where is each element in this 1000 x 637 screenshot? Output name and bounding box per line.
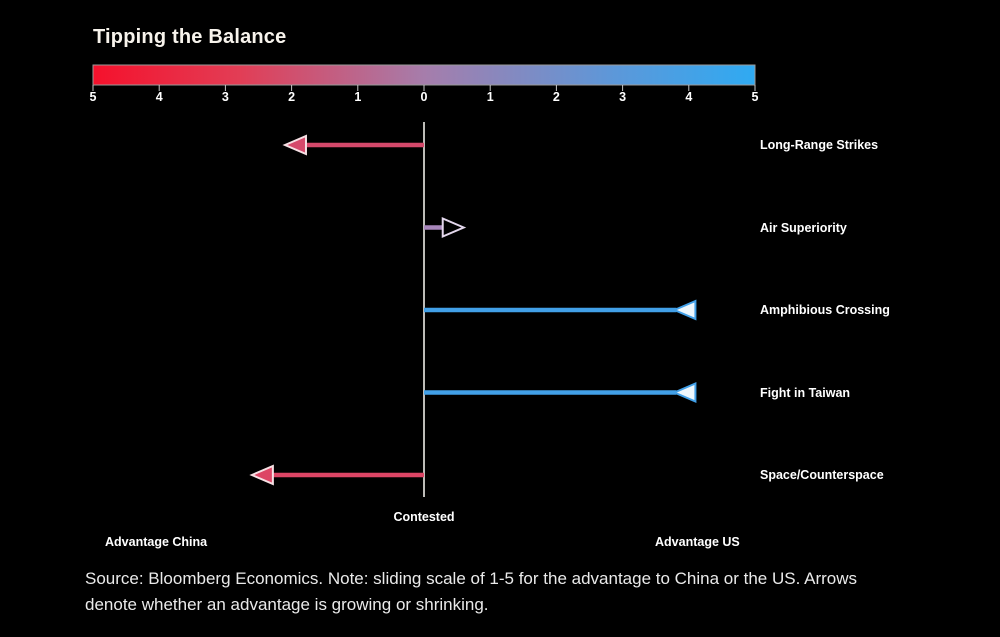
scale-tick-label: 1: [486, 90, 494, 104]
row-label-fight-in-taiwan: Fight in Taiwan: [760, 385, 851, 400]
scale-tick-label: 2: [552, 90, 560, 104]
scale-tick-label: 4: [155, 90, 163, 104]
row-label-amphibious-crossing: Amphibious Crossing: [760, 303, 890, 317]
arrow-head-long-range-strikes: [282, 134, 307, 156]
scale-tick-label: 3: [221, 90, 229, 104]
scale-tick-label: 2: [288, 90, 296, 104]
scale-tick-label: 1: [354, 90, 362, 104]
scale-tick-label: 5: [89, 90, 97, 104]
scale-tick-label: 5: [751, 90, 759, 104]
scale-tick-label: 0: [420, 90, 428, 104]
arrow-head-fight-in-taiwan: [671, 381, 697, 404]
row-label-long-range-strikes: Long-Range Strikes: [760, 138, 879, 152]
row-label-space-counterspace: Space/Counterspace: [760, 468, 884, 482]
scale-tick-label: 3: [619, 90, 627, 104]
arrow-head-space-counterspace: [249, 464, 274, 486]
axis-label-advantage-us: Advantage US: [655, 535, 740, 549]
axis-label-advantage-china: Advantage China: [105, 535, 208, 549]
arrow-head-amphibious-crossing: [671, 299, 697, 321]
scale-tick-label: 4: [685, 90, 693, 104]
gradient-scale-bar: [92, 64, 756, 86]
arrow-head-air-superiority: [441, 216, 467, 239]
row-label-air-superiority: Air Superiority: [760, 220, 847, 235]
chart-title: Tipping the Balance: [93, 26, 287, 48]
axis-label-contested: Contested: [393, 510, 455, 524]
source-note: Source: Bloomberg Economics. Note: slidi…: [85, 569, 858, 614]
